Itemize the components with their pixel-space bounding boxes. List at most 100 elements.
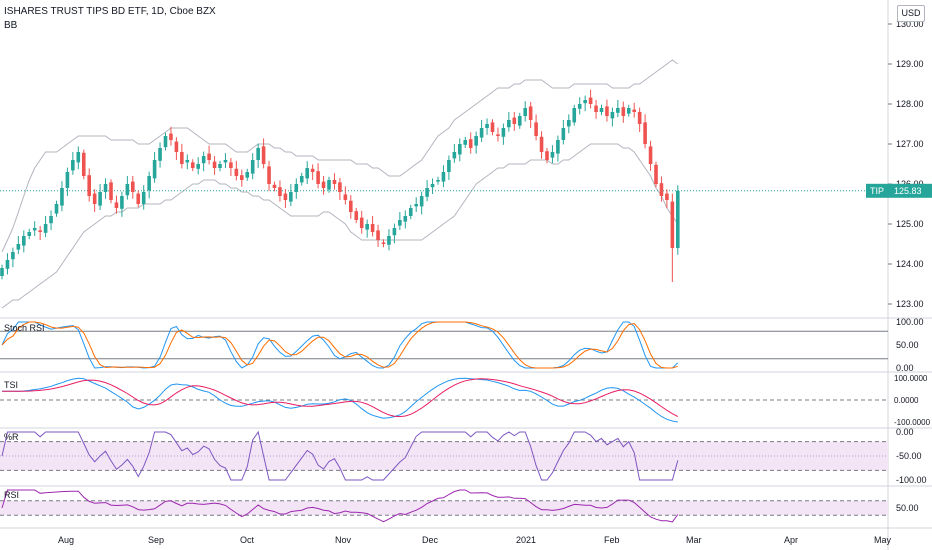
candle-body [201,156,206,164]
candle-body [599,108,604,112]
price-tick-label: 124.00 [896,259,924,269]
candle-body [163,136,168,148]
candle-body [528,106,533,120]
candle-body [180,152,184,164]
candle-body [71,160,75,171]
x-axis-label: Apr [784,535,798,545]
candle-body [430,184,435,188]
x-axis-label: Aug [58,535,74,545]
candle-body [54,204,59,214]
candle-body [250,160,255,174]
candle-body [234,168,239,176]
candle-body [654,164,658,184]
candle-body [223,160,228,163]
candle-body [403,216,408,222]
candle-body [359,217,364,228]
currency-button[interactable]: USD [897,5,925,22]
candle-body [556,140,560,154]
candle-body [169,133,173,140]
bb-upper-line [1,59,679,253]
candle-body [65,172,70,188]
chart-title: ISHARES TRUST TIPS BD ETF, 1D, Cboe BZX [4,6,216,17]
candle-body [665,193,669,200]
price-tag-value: 125.83 [894,186,922,196]
candle-body [131,181,135,192]
candle-body [212,161,217,168]
candle-body [621,107,626,116]
candle-body [283,193,288,200]
candle-body [676,190,680,248]
candle-body [38,230,42,232]
candle-body [648,146,653,164]
candle-body [103,184,108,192]
candle-body [22,236,26,246]
candle-body [305,168,309,179]
rsi-band-fill [0,500,888,516]
candle-body [81,152,86,176]
candle-body [517,116,522,126]
candle-body [343,194,348,200]
candle-body [507,120,511,128]
candle-body [577,104,582,109]
tsi-signal-line [2,378,679,418]
candle-body [32,228,37,231]
candle-body [27,232,32,236]
price-tick-label: 130.00 [896,19,924,29]
candle-body [218,164,222,168]
candle-body [534,122,538,136]
candle-body [392,228,397,236]
wr-line [1,430,679,481]
rsi-line [1,489,679,523]
wr-tick-label: -100.00 [896,475,927,485]
candle-body [458,144,462,155]
pane-label-wr: %R [4,432,19,442]
candle-body [659,183,664,196]
candle-body [5,260,10,269]
candle-body [643,122,647,144]
candle-body [539,136,544,152]
candle-body [294,184,299,192]
price-tick-label: 127.00 [896,139,924,149]
candle-body [370,224,375,232]
stoch-tick-label: 0.00 [896,363,914,373]
candle-body [16,244,21,250]
indicator-label-bb: BB [4,20,18,31]
price-tick-label: 123.00 [896,299,924,309]
candle-body [125,184,130,196]
candle-body [196,164,200,169]
candle-body [141,192,146,204]
candle-body [147,176,151,191]
candle-body [452,152,457,159]
candle-body [561,128,566,140]
candle-body [136,193,141,204]
stoch-k-line [1,321,679,369]
tsi-tick-label: 100.0000 [894,374,928,383]
candle-body [87,175,91,196]
candle-body [387,236,391,245]
candle-body [152,160,157,179]
price-tag-symbol-bg [866,183,888,198]
candle-body [616,108,620,113]
candle-body [158,148,162,161]
bb-lower-line [1,143,679,309]
x-axis-label: Feb [604,535,620,545]
candle-body [338,182,342,192]
candle-body [463,140,468,145]
candle-body [49,216,53,224]
candle-body [98,192,102,206]
candle-body [278,187,282,196]
candle-body [594,105,598,112]
x-axis-label: Sep [148,535,164,545]
price-tick-label: 128.00 [896,99,924,109]
tsi-tick-label: 0.0000 [894,396,919,405]
candle-body [60,188,64,206]
candle-body [272,184,277,188]
candle-body [332,180,337,184]
candle-body [583,100,587,104]
candle-body [109,182,113,200]
candle-body [354,211,359,220]
candle-body [408,208,413,216]
x-axis-label: May [874,535,892,545]
stoch-tick-label: 50.00 [896,340,919,350]
